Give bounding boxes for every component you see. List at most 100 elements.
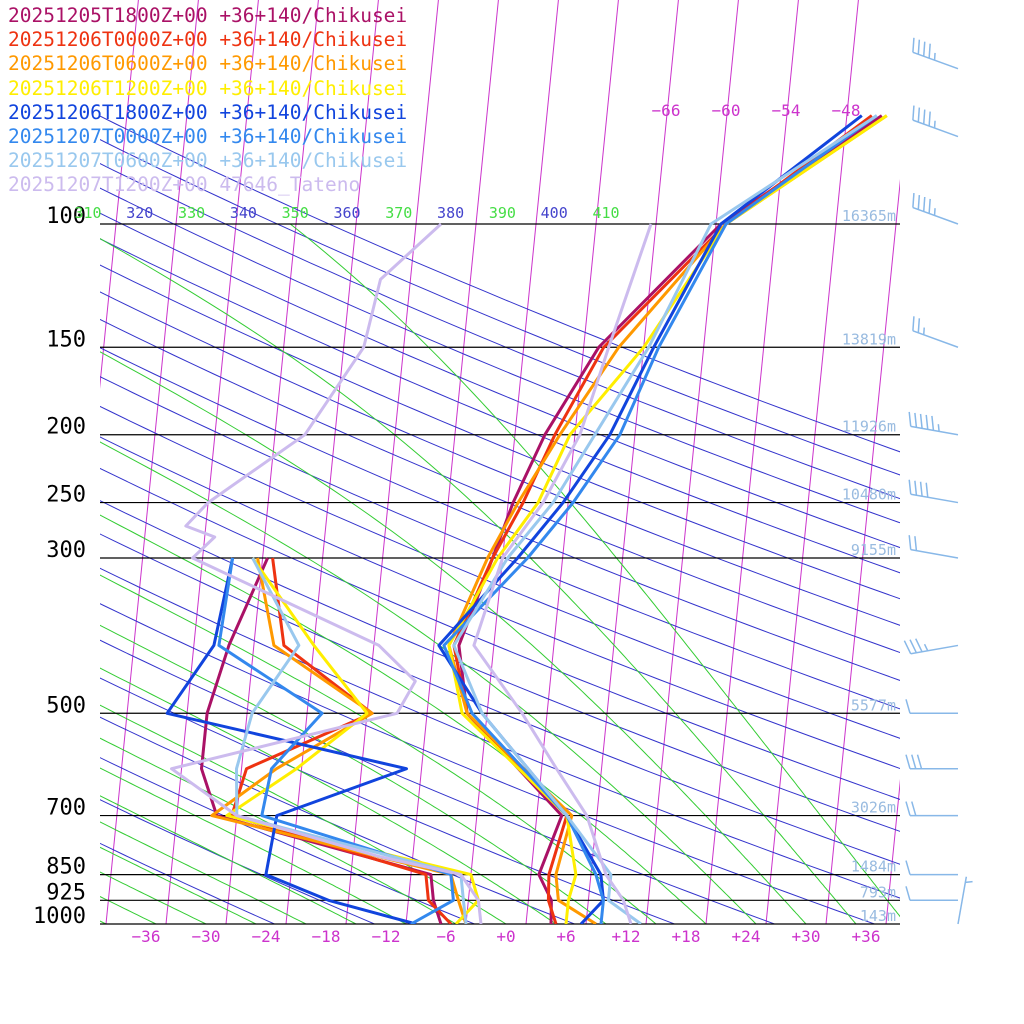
wind-barb-feather <box>905 801 911 816</box>
temperature-line <box>447 114 888 924</box>
wind-barb-half-feather <box>923 643 929 652</box>
moist-adiabat-lines <box>100 223 900 924</box>
wind-barb <box>905 860 958 876</box>
isotherm-line <box>345 0 439 924</box>
dry-adiabat-line <box>100 264 900 600</box>
moist-adiabat-line <box>100 767 407 924</box>
wind-barb <box>905 801 958 817</box>
moist-adiabat-line <box>100 846 257 924</box>
wind-barb-feather <box>914 480 918 496</box>
temperature-tick-label: −12 <box>372 927 401 946</box>
temperature-upper-label: −54 <box>772 101 801 120</box>
wind-barb-staff <box>912 330 959 348</box>
wind-barb-feather <box>914 412 918 428</box>
temperature-tick-label: +36 <box>852 927 881 946</box>
dry-adiabat-line <box>100 139 900 476</box>
wind-barb <box>905 754 958 770</box>
theta-e-labels: 310 320 330 340 350 360 370 380 390 400 410 <box>74 204 619 222</box>
wind-barb-staff <box>912 119 959 138</box>
wind-barb-feather <box>922 109 926 125</box>
wind-barb-feather <box>917 39 921 55</box>
dry-adiabat-line <box>100 567 900 899</box>
moist-adiabat-line <box>100 514 707 924</box>
theta-e-label: 330 <box>178 204 205 222</box>
dry-adiabat-line <box>100 716 576 924</box>
moist-adiabat-line <box>100 667 557 924</box>
wind-barb-feather <box>916 754 923 769</box>
dry-adiabat-line <box>100 115 900 453</box>
wind-barb-feather <box>922 41 926 57</box>
height-label: 11926m <box>842 418 896 436</box>
height-label: 9155m <box>851 541 896 559</box>
pressure-label: 100 <box>46 204 86 229</box>
temperature-tick-labels: −36 −30 −24 −18 −12 −6 +0 +6 +12 +18 +24 +30 +36 −66 −… <box>132 101 881 946</box>
wind-barb-feather <box>908 479 912 495</box>
legend-entry: 20251206T0000Z+00 +36+140/Chikusei <box>8 28 408 52</box>
wind-barb <box>903 638 959 655</box>
temperature-line <box>457 114 883 924</box>
temperature-line <box>472 223 653 924</box>
sounding-series <box>165 114 888 924</box>
wind-barb <box>957 876 973 925</box>
isobar-lines <box>100 223 900 925</box>
wind-barb-half-feather <box>933 120 936 129</box>
moist-adiabat-line <box>100 704 507 924</box>
wind-barbs <box>903 37 973 925</box>
wind-barb-feather <box>912 105 915 121</box>
temperature-tick-label: −24 <box>252 927 281 946</box>
height-label: 10480m <box>842 486 896 504</box>
moist-adiabat-line <box>100 795 357 924</box>
dewpoint-line <box>230 557 453 924</box>
temperature-tick-label: +30 <box>792 927 821 946</box>
isotherm-line <box>825 178 900 924</box>
dry-adiabat-line <box>100 405 900 739</box>
wind-barb-feather <box>928 111 931 127</box>
legend-entry: 20251205T1800Z+00 +36+140/Chikusei <box>8 4 408 27</box>
dewpoint-line <box>217 557 455 924</box>
height-label: 3026m <box>851 799 896 817</box>
wind-barb-feather <box>925 482 929 498</box>
temperature-tick-label: +18 <box>672 927 701 946</box>
dry-adiabat-line <box>100 376 900 710</box>
height-label: 143m <box>860 907 896 925</box>
dry-adiabat-line <box>100 533 900 865</box>
legend-entry: 20251207T1200Z+00 47646_Tateno <box>8 173 361 197</box>
wind-barb-feather <box>912 316 915 331</box>
wind-barb-feather <box>912 37 915 53</box>
dry-adiabat-line <box>100 757 476 924</box>
isotherm-line <box>946 0 1024 924</box>
wind-barb <box>912 37 959 70</box>
theta-e-label: 370 <box>385 204 412 222</box>
wind-barb-feather <box>925 414 929 430</box>
pressure-label: 1000 <box>33 904 86 929</box>
legend-entry: 20251206T1800Z+00 +36+140/Chikusei <box>8 100 408 124</box>
moist-adiabat-line <box>289 223 900 918</box>
theta-e-label: 350 <box>282 204 309 222</box>
isotherm-lines <box>100 0 1024 924</box>
dewpoint-line <box>200 557 443 924</box>
temperature-tick-label: +0 <box>496 927 515 946</box>
pressure-label: 500 <box>46 693 86 718</box>
temperature-upper-label: −60 <box>712 101 741 120</box>
isotherm-line <box>705 0 799 924</box>
pressure-label: 150 <box>46 327 86 352</box>
theta-e-label: 360 <box>333 204 360 222</box>
moist-adiabat-line <box>100 871 207 924</box>
wind-barb-staff <box>957 876 968 925</box>
isotherm-line <box>165 0 259 924</box>
wind-barb-half-feather <box>937 424 940 432</box>
wind-barb <box>908 535 959 559</box>
dry-adiabat-line <box>100 291 900 626</box>
wind-barb-half-feather <box>965 880 973 884</box>
wind-barb-feather <box>911 801 917 816</box>
wind-barb-feather <box>919 481 923 497</box>
wind-barb-half-feather <box>933 52 936 61</box>
height-label: 5577m <box>851 696 896 714</box>
wind-barb <box>905 886 958 902</box>
wind-barb-staff <box>910 493 959 504</box>
wind-barb-feather <box>919 413 923 429</box>
wind-barb-feather <box>922 196 926 212</box>
dry-adiabat-line <box>100 603 876 924</box>
temperature-upper-label: −48 <box>832 101 861 120</box>
height-label: 13819m <box>842 330 896 348</box>
